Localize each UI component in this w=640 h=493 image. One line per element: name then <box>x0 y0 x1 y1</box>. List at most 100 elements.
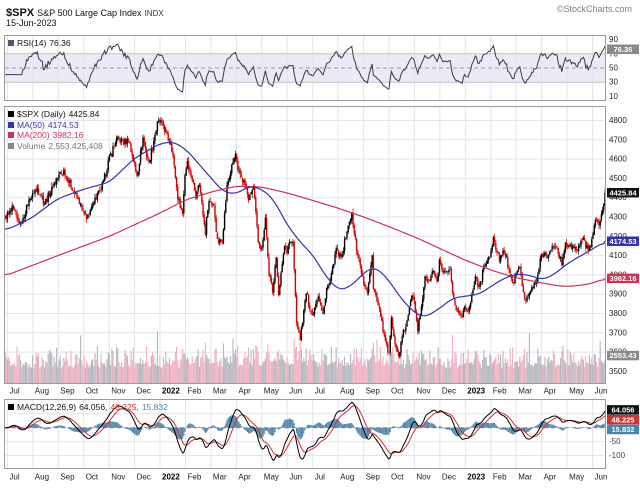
symbol: $SPX <box>6 7 35 19</box>
svg-text:3500: 3500 <box>609 367 627 376</box>
index-name: S&P 500 Large Cap Index <box>37 8 142 18</box>
svg-text:Oct: Oct <box>391 387 404 396</box>
svg-text:4300: 4300 <box>609 213 627 222</box>
macd-legend: MACD(12,26,9) 64.056, 48.225, 15.832 <box>8 402 168 413</box>
svg-text:3800: 3800 <box>609 309 627 318</box>
svg-text:Mar: Mar <box>213 387 227 396</box>
svg-text:30: 30 <box>609 78 618 87</box>
chart-date: 15-Jun-2023 <box>6 18 57 28</box>
exchange-tag: INDX <box>144 9 164 18</box>
svg-text:Jun: Jun <box>289 473 302 482</box>
svg-text:4174.53: 4174.53 <box>609 237 636 246</box>
ma50-label: MA(50) <box>17 119 45 130</box>
svg-text:2023: 2023 <box>467 387 485 396</box>
ma50-value: 4174.53 <box>47 119 79 130</box>
svg-text:Oct: Oct <box>86 473 99 482</box>
chart-header: $SPX S&P 500 Large Cap Index INDX <box>6 3 164 21</box>
svg-text:64.056: 64.056 <box>612 405 635 414</box>
svg-text:-100: -100 <box>609 451 626 460</box>
svg-text:4800: 4800 <box>609 116 627 125</box>
svg-text:4425.84: 4425.84 <box>609 188 637 197</box>
svg-text:May: May <box>569 387 584 396</box>
svg-text:Jul: Jul <box>315 473 325 482</box>
svg-text:Aug: Aug <box>35 387 49 396</box>
svg-text:Mar: Mar <box>213 473 227 482</box>
svg-text:90: 90 <box>609 35 618 44</box>
svg-text:Feb: Feb <box>493 387 507 396</box>
svg-text:Dec: Dec <box>137 473 151 482</box>
macd-hist-value: 15.832 <box>141 402 168 412</box>
ma200-label: MA(200) <box>17 130 50 140</box>
svg-text:Apr: Apr <box>238 387 251 396</box>
price-series-row: $SPX (Daily) 4425.84 <box>8 109 103 120</box>
svg-text:Jul: Jul <box>9 387 19 396</box>
svg-text:15.832: 15.832 <box>612 425 635 434</box>
svg-text:Jun: Jun <box>289 387 302 396</box>
svg-text:Nov: Nov <box>416 387 430 396</box>
macd-line-value: 64.056, <box>79 402 108 412</box>
svg-text:Oct: Oct <box>86 387 99 396</box>
svg-text:2023: 2023 <box>467 473 485 482</box>
volume-row: Volume 2,553,425,408 <box>8 141 103 152</box>
svg-text:Mar: Mar <box>518 387 532 396</box>
svg-text:4400: 4400 <box>609 193 627 202</box>
rsi-legend: RSI(14) 76.36 <box>8 38 71 49</box>
svg-text:48.225: 48.225 <box>612 415 635 424</box>
svg-text:4700: 4700 <box>609 135 627 144</box>
price-last-value: 4425.84 <box>68 109 100 119</box>
macd-swatch-icon <box>8 404 14 410</box>
ma50-row: MA(50) 4174.53 <box>8 120 103 131</box>
svg-text:-50: -50 <box>609 437 621 446</box>
svg-text:2553.43: 2553.43 <box>609 351 636 360</box>
svg-text:Dec: Dec <box>442 473 456 482</box>
svg-text:May: May <box>569 473 584 482</box>
svg-text:Mar: Mar <box>518 473 532 482</box>
svg-text:Apr: Apr <box>544 387 557 396</box>
svg-text:4200: 4200 <box>609 232 627 241</box>
svg-text:4100: 4100 <box>609 251 627 260</box>
svg-text:4600: 4600 <box>609 155 627 164</box>
svg-text:3982.16: 3982.16 <box>609 274 636 283</box>
svg-text:3900: 3900 <box>609 290 627 299</box>
volume-value: 2,553,425,408 <box>48 140 103 151</box>
svg-text:Dec: Dec <box>137 387 151 396</box>
svg-text:May: May <box>264 387 279 396</box>
volume-swatch-icon <box>8 142 14 149</box>
svg-text:Jul: Jul <box>315 387 325 396</box>
svg-text:50: 50 <box>609 64 618 73</box>
svg-text:4500: 4500 <box>609 174 627 183</box>
svg-text:Jun: Jun <box>595 387 608 396</box>
svg-text:10: 10 <box>609 92 618 101</box>
volume-label: Volume <box>17 140 46 151</box>
svg-text:2022: 2022 <box>162 387 180 396</box>
svg-text:76.36: 76.36 <box>614 45 633 54</box>
svg-text:Apr: Apr <box>238 473 251 482</box>
copyright-credit: ©StockCharts.com <box>556 4 632 14</box>
svg-text:Feb: Feb <box>493 473 507 482</box>
svg-text:Aug: Aug <box>35 473 49 482</box>
svg-text:3700: 3700 <box>609 328 627 337</box>
svg-text:Sep: Sep <box>366 473 381 482</box>
svg-text:Sep: Sep <box>60 387 75 396</box>
price-series-label: $SPX (Daily) <box>17 109 66 119</box>
svg-text:Sep: Sep <box>366 387 381 396</box>
svg-text:May: May <box>264 473 279 482</box>
svg-text:Feb: Feb <box>188 387 202 396</box>
ma200-value: 3982.16 <box>52 130 84 140</box>
rsi-value: 76.36 <box>49 38 71 48</box>
svg-text:Oct: Oct <box>391 473 404 482</box>
svg-text:Apr: Apr <box>544 473 557 482</box>
svg-text:Sep: Sep <box>60 473 75 482</box>
svg-text:Aug: Aug <box>340 387 354 396</box>
svg-text:Nov: Nov <box>111 387 125 396</box>
ma200-row: MA(200) 3982.16 <box>8 130 103 141</box>
price-swatch-icon <box>8 111 14 117</box>
svg-text:Dec: Dec <box>442 387 456 396</box>
macd-signal-value: 48.225, <box>110 402 139 412</box>
svg-text:Feb: Feb <box>188 473 202 482</box>
svg-text:Nov: Nov <box>111 473 125 482</box>
svg-text:Jul: Jul <box>9 473 19 482</box>
macd-label: MACD(12,26,9) <box>17 402 77 412</box>
